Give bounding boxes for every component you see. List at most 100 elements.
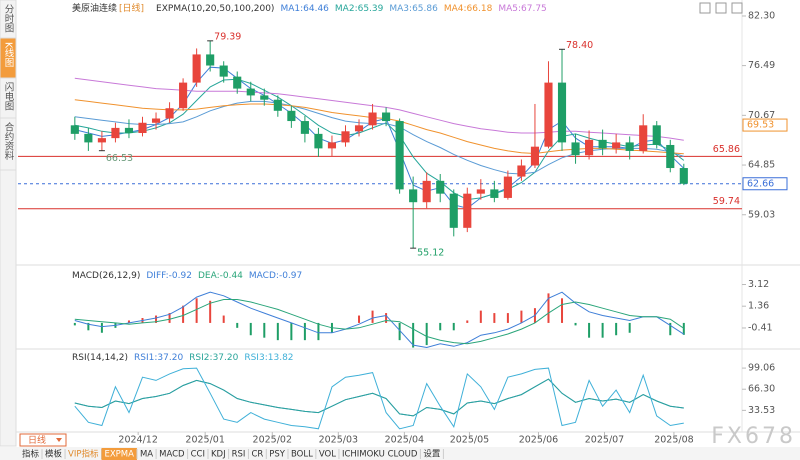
dropdown-arrow [56,438,62,442]
candle-body [639,125,648,151]
toolbar-item[interactable]: CCI [191,450,205,460]
candle-body [246,88,255,96]
sidebar-tab-label[interactable]: K线图 [3,42,15,68]
candle-body [273,99,282,111]
macd-bar [479,310,482,323]
macd-bar [317,322,320,341]
macd-bar [520,310,523,323]
toolbar-active [101,448,137,460]
x-tick-label: 2025/01 [185,435,224,446]
price-label: 59.74 [713,196,740,207]
candle-body [395,121,404,190]
candle-body [571,142,580,156]
candle-body [300,121,309,134]
fullscreen-icon[interactable] [731,2,743,14]
annotation: 66.53 [106,153,133,164]
macd-bar [561,298,564,323]
series-line [74,367,684,430]
candle-body [368,112,377,126]
legend-value: -0.44 [220,271,244,281]
candle-body [84,133,93,143]
legend-name: RSI3 [244,353,264,363]
price-label-box [742,177,788,191]
macd-bar [358,315,361,323]
period-button-label[interactable]: 日线 [28,434,46,446]
series-line [74,99,684,155]
candle-body [260,95,269,100]
toolbar-item[interactable]: 模板 [45,449,63,460]
toolbar-item[interactable]: KDJ [211,450,226,460]
macd-bar [588,322,591,338]
y-tick-label: 33.53 [748,405,775,416]
candle-body [557,82,567,143]
candle-body [327,142,337,149]
candle-body [382,112,391,122]
toolbar-item[interactable]: ICHIMOKU CLOUD [342,450,418,460]
x-tick-label: 2025/06 [519,435,558,446]
candle-body [544,82,553,147]
legend-separator: : [518,4,521,14]
macd-bar [155,315,158,323]
candle-body [476,189,485,194]
legend-value: 37.20 [213,353,239,363]
toolbar-item[interactable]: PSY [269,450,286,460]
legend-title: RSI(14,14,2) [72,353,128,363]
sidebar-tab-label[interactable]: 合约资料 [3,121,15,161]
expand-icon[interactable] [715,2,727,14]
toolbar-item[interactable]: EXPMA [104,450,134,460]
candle-body [219,65,228,77]
sidebar-tab-label[interactable]: 闪电图 [3,81,15,111]
macd-bar [439,322,442,331]
legend-value: 13.82 [268,353,294,363]
candle-body [666,144,675,169]
x-tick-label: 2025/04 [385,435,424,446]
period-button[interactable] [19,433,67,447]
macd-bar [547,293,550,323]
candle-body [287,110,296,122]
toolbar-item[interactable]: RSI [232,450,246,460]
legend-value: 67.75 [521,4,547,14]
macd-bar [100,322,103,333]
legend-value: 64.46 [303,4,329,14]
sidebar-tab[interactable] [0,117,17,171]
legend: RSI(14,14,2) RSI1:37.20 RSI2:37.20 RSI3:13.… [72,353,294,363]
legend-separator: : [355,4,358,14]
legend-title: MACD(26,12,9) [72,271,140,281]
series-line [74,100,684,175]
toolbar-item[interactable]: MACD [159,450,185,460]
legend-separator: : [300,4,303,14]
macd-bar [222,315,225,323]
candle-body [233,76,242,89]
macd-bar [263,322,266,338]
toolbar-item[interactable]: VIP指标 [68,449,99,460]
candle-body [490,189,499,198]
toolbar [0,447,800,460]
legend-separator: : [210,353,213,363]
toolbar-item[interactable]: VOL [319,450,336,460]
candle-body [151,118,161,123]
legend-separator: : [464,4,467,14]
macd-bar [574,322,577,326]
settings-icon[interactable] [699,2,711,14]
macd-bar [628,322,631,333]
legend-name: MA2 [335,4,355,14]
annotation: 78.40 [566,40,593,51]
toolbar-item[interactable]: 设置 [423,449,441,460]
sidebar-tab-label[interactable]: 分时图 [3,4,15,33]
candle-body [179,82,188,109]
toolbar-item[interactable]: CR [251,450,263,460]
macd-bar [87,322,90,331]
legend-name: MA5 [498,4,518,14]
macd-bar [412,322,415,348]
legend-value: 66.18 [467,4,493,14]
y-tick-label: 64.85 [748,160,775,171]
toolbar-item[interactable]: MA [140,450,153,460]
toolbar-item[interactable]: BOLL [291,450,313,460]
legend-value: -0.92 [169,271,192,281]
annotation: 79.39 [214,31,241,42]
toolbar-item[interactable]: 指标 [22,449,40,460]
y-tick-label: 82.30 [748,10,775,21]
candle-body [165,108,174,119]
macd-bar [236,322,239,328]
candle-body [97,138,106,143]
